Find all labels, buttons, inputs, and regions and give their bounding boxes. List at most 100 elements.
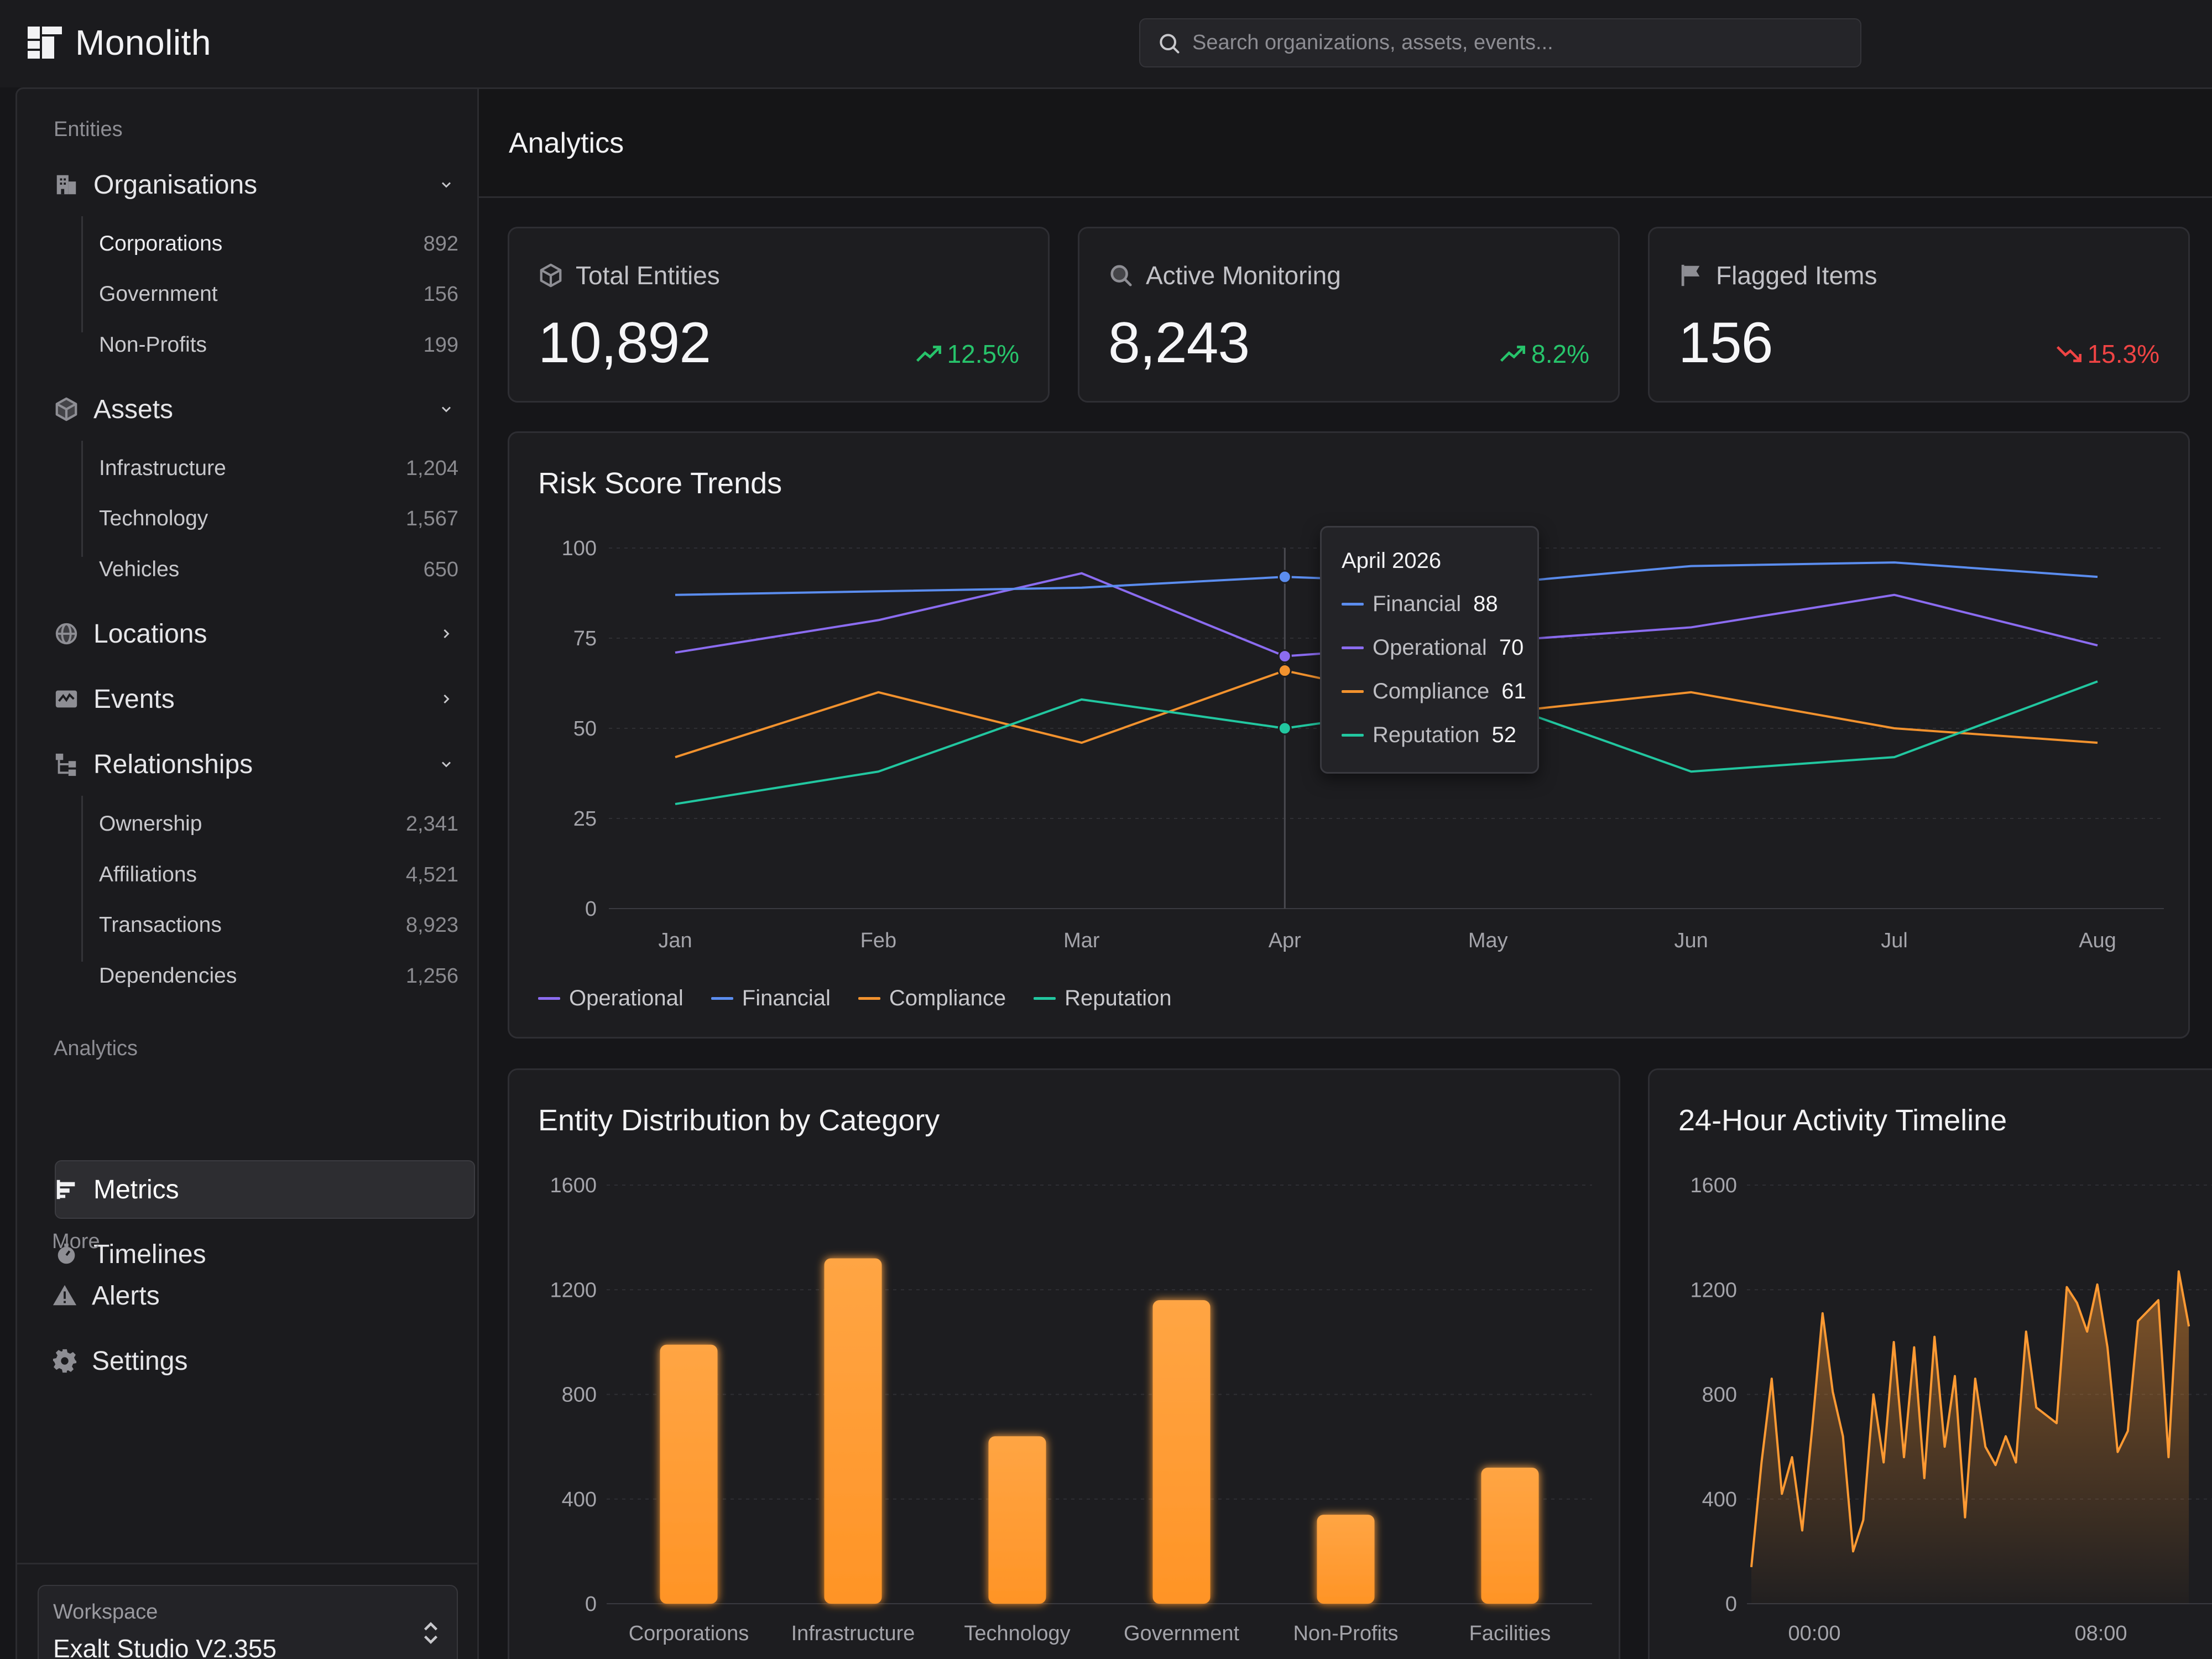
- legend-swatch: [711, 997, 733, 1000]
- sidebar-group-label: Organisations: [93, 170, 258, 200]
- workspace-label: Workspace: [53, 1600, 158, 1624]
- sidebar-item-infrastructure[interactable]: Infrastructure 1,204: [99, 456, 458, 480]
- tooltip-row-reputation: Reputation 52: [1342, 723, 1516, 748]
- stat-delta: 12.5%: [915, 339, 1019, 369]
- bar-facilities: [1481, 1467, 1539, 1604]
- sidebar-group-relationships[interactable]: Relationships: [54, 743, 457, 786]
- legend-item-financial[interactable]: Financial: [711, 986, 831, 1011]
- legend-item-reputation[interactable]: Reputation: [1034, 986, 1172, 1011]
- y-tick-label: 1200: [550, 1279, 597, 1302]
- entity-distribution-bar-chart[interactable]: 0 400 800 1200 1600 Corporations Infrastructur…: [509, 1070, 1619, 1659]
- trend-up-icon: [1500, 346, 1526, 362]
- sidebar-group-label: Locations: [93, 619, 207, 649]
- sidebar-item-label: Metrics: [93, 1175, 179, 1204]
- chart-title: 24-Hour Activity Timeline: [1678, 1104, 2007, 1137]
- chart-tooltip: April 2026 Financial 88 Operational 70 Com…: [1320, 526, 1539, 774]
- legend-label: Financial: [742, 986, 831, 1010]
- sidebar-group-label: Relationships: [93, 749, 253, 779]
- y-tick-label: 1600: [550, 1174, 597, 1197]
- bar-government: [1152, 1300, 1211, 1604]
- x-tick-label: May: [1468, 929, 1508, 952]
- sidebar-item-label: Alerts: [92, 1281, 160, 1311]
- workspace-switcher[interactable]: Workspace Exalt Studio V2.355: [38, 1585, 458, 1659]
- search-icon: [1110, 265, 1132, 286]
- sidebar-item-transactions[interactable]: Transactions 8,923: [99, 913, 458, 937]
- chevron-down-icon[interactable]: [435, 401, 457, 417]
- chevron-down-icon[interactable]: [435, 757, 457, 772]
- cube-icon: [540, 263, 562, 288]
- sidebar-item-label: Settings: [92, 1346, 188, 1376]
- flag-icon: [1681, 264, 1700, 286]
- chevron-right-icon[interactable]: [435, 691, 457, 707]
- activity-icon: [54, 686, 87, 712]
- section-label-entities: Entities: [54, 118, 123, 141]
- x-tick-label: Aug: [2079, 929, 2116, 952]
- sidebar-group-locations[interactable]: Locations: [54, 612, 457, 655]
- chevron-up-down-icon[interactable]: [421, 1619, 440, 1647]
- bar-non-profits: [1317, 1515, 1375, 1604]
- y-tick-label: 0: [585, 898, 597, 921]
- sidebar-group-label: Assets: [93, 394, 174, 424]
- sidebar-divider: [15, 1563, 479, 1564]
- stat-delta: 15.3%: [2056, 339, 2159, 369]
- y-tick-label: 1600: [1690, 1174, 1737, 1197]
- y-tick-label: 0: [1725, 1593, 1737, 1616]
- sidebar-item-vehicles[interactable]: Vehicles 650: [99, 557, 458, 581]
- building-icon: [54, 172, 87, 197]
- x-tick-label: Feb: [860, 929, 896, 952]
- sidebar-item-timelines[interactable]: Timelines: [54, 1233, 457, 1276]
- section-label-more: More: [52, 1230, 100, 1253]
- page-title: Analytics: [509, 127, 624, 159]
- sidebar-item-alerts[interactable]: Alerts: [52, 1274, 456, 1317]
- stat-label: Total Entities: [576, 261, 720, 290]
- sidebar-item-non-profits[interactable]: Non-Profits 199: [99, 333, 458, 357]
- bars-icon: [54, 1177, 87, 1202]
- activity-timeline-area-chart[interactable]: 0 400 800 1200 1600 00:00 08:00: [1650, 1070, 2212, 1659]
- search-bar[interactable]: [1139, 18, 1861, 67]
- stat-delta: 8.2%: [1499, 339, 1589, 369]
- sidebar-item-corporations[interactable]: Corporations 892: [99, 232, 458, 255]
- chart-title: Risk Score Trends: [538, 467, 782, 500]
- chevron-down-icon[interactable]: [435, 177, 457, 192]
- sidebar-item-technology[interactable]: Technology 1,567: [99, 507, 458, 530]
- stat-card-flagged-items: Flagged Items 156 15.3%: [1648, 227, 2190, 403]
- stat-card-total-entities: Total Entities 10,892 12.5%: [508, 227, 1050, 403]
- y-tick-label: 800: [1702, 1384, 1737, 1407]
- sidebar-item-dependencies[interactable]: Dependencies 1,256: [99, 964, 458, 988]
- hover-point-operational: [1277, 649, 1292, 664]
- x-tick-label: Mar: [1063, 929, 1100, 952]
- tree-rail: [81, 441, 83, 557]
- chart-legend: Operational Financial Compliance Reputation: [538, 986, 1172, 1011]
- sidebar-item-affiliations[interactable]: Affiliations 4,521: [99, 863, 458, 886]
- legend-swatch: [538, 997, 560, 1000]
- sidebar-group-events[interactable]: Events: [54, 677, 457, 721]
- stat-label: Active Monitoring: [1146, 261, 1341, 290]
- y-tick-label: 400: [562, 1488, 597, 1511]
- chevron-right-icon[interactable]: [435, 626, 457, 641]
- legend-label: Reputation: [1065, 986, 1172, 1010]
- hover-point-compliance: [1277, 664, 1292, 678]
- search-input[interactable]: [1192, 31, 1828, 55]
- x-tick-label: Facilities: [1469, 1622, 1551, 1645]
- sidebar-group-organisations[interactable]: Organisations: [54, 163, 457, 206]
- y-tick-label: 0: [585, 1593, 597, 1616]
- stat-value: 156: [1678, 311, 1773, 375]
- sidebar-item-ownership[interactable]: Ownership 2,341: [99, 812, 458, 836]
- bar-technology: [988, 1436, 1046, 1604]
- app-logo[interactable]: Monolith: [28, 22, 211, 63]
- x-tick-label: Corporations: [629, 1622, 749, 1645]
- sidebar-item-metrics[interactable]: Metrics: [54, 1168, 457, 1211]
- sidebar-group-label: Events: [93, 684, 175, 714]
- stopwatch-icon: [54, 1241, 87, 1267]
- legend-item-compliance[interactable]: Compliance: [858, 986, 1006, 1011]
- sidebar-group-assets[interactable]: Assets: [54, 388, 457, 431]
- sidebar-item-settings[interactable]: Settings: [52, 1339, 456, 1383]
- legend-item-operational[interactable]: Operational: [538, 986, 684, 1011]
- chart-title: Entity Distribution by Category: [538, 1104, 940, 1137]
- sidebar-item-government[interactable]: Government 156: [99, 282, 458, 306]
- x-tick-label: Jul: [1881, 929, 1908, 952]
- page-header: Analytics: [479, 87, 2212, 198]
- search-icon: [1160, 33, 1180, 54]
- workspace-name: Exalt Studio V2.355: [53, 1634, 277, 1659]
- stat-value: 8,243: [1108, 311, 1250, 375]
